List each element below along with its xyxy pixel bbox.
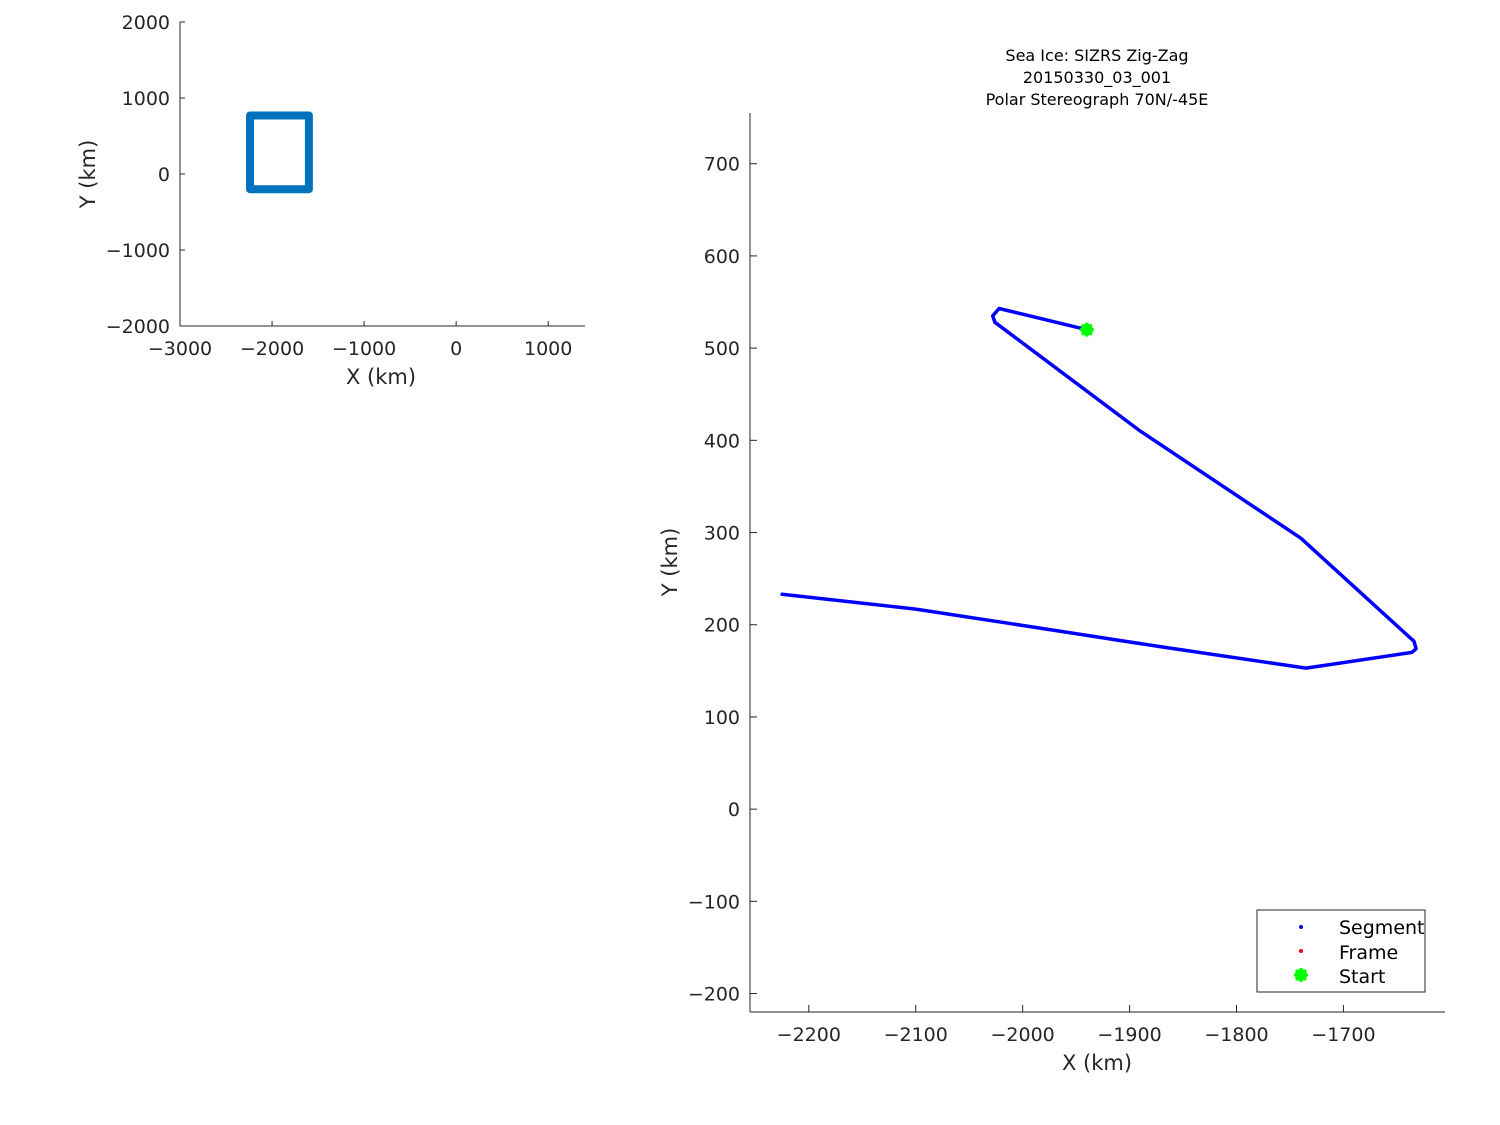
main-x-tick-label: −2200 <box>777 1024 841 1046</box>
main-x-tick-label: −2000 <box>991 1024 1055 1046</box>
overview-x-tick-label: 0 <box>450 338 462 360</box>
overview-x-label: X (km) <box>346 365 416 389</box>
main-data-layer <box>780 306 1418 670</box>
main-y-tick-label: 100 <box>704 707 740 729</box>
overview-x-tick-label: 1000 <box>524 338 572 360</box>
main-y-tick-label: −100 <box>688 891 740 913</box>
overview-y-tick-label: −1000 <box>106 240 170 262</box>
legend-start-marker <box>1294 968 1308 982</box>
overview-data-layer <box>246 111 313 194</box>
main-y-tick-label: 400 <box>704 430 740 452</box>
main-y-label: Y (km) <box>658 528 682 598</box>
start-marker <box>1079 322 1094 337</box>
main-y-tick-label: 600 <box>704 246 740 268</box>
overview-y-label: Y (km) <box>76 140 100 210</box>
legend: Segment Frame Start <box>1256 909 1426 993</box>
overview-x-tick-label: −2000 <box>240 338 304 360</box>
segment-line <box>780 306 1418 670</box>
overview-y-tick-label: 1000 <box>122 88 170 110</box>
legend-segment-marker <box>1299 925 1303 929</box>
main-y-tick-label: 300 <box>704 523 740 545</box>
overview-y-tick-label: 2000 <box>122 12 170 34</box>
main-title-line-2: 20150330_03_001 <box>1023 68 1171 88</box>
main-y-tick-label: −200 <box>688 984 740 1006</box>
legend-frame-marker <box>1299 949 1303 953</box>
legend-frame-label: Frame <box>1339 942 1398 964</box>
legend-segment-label: Segment <box>1339 917 1425 939</box>
legend-start-label: Start <box>1339 966 1385 988</box>
main-title-line-3: Polar Stereograph 70N/-45E <box>986 90 1209 109</box>
overview-y-tick-label: −2000 <box>106 316 170 338</box>
overview-x-tick-label: −3000 <box>148 338 212 360</box>
overview-axes: −3000 −2000 −1000 0 1000−2000−1000010002000 … <box>76 12 585 389</box>
main-title-line-1: Sea Ice: SIZRS Zig-Zag <box>1005 46 1188 65</box>
overview-track-line <box>246 111 313 194</box>
main-axes: Sea Ice: SIZRS Zig-Zag 20150330_03_001 P… <box>658 46 1445 1075</box>
main-y-tick-label: 500 <box>704 338 740 360</box>
main-x-label: X (km) <box>1062 1051 1132 1075</box>
main-x-tick-label: −1800 <box>1204 1024 1268 1046</box>
main-ticks: −2200 −2100 −2000 −1900 −1800 −1700 −200 −100 0 1… <box>688 154 1376 1046</box>
overview-x-tick-label: −1000 <box>332 338 396 360</box>
main-x-tick-label: −1900 <box>1097 1024 1161 1046</box>
overview-y-tick-label: 0 <box>158 164 170 186</box>
legend-box <box>1256 909 1426 993</box>
main-y-tick-label: 0 <box>728 799 740 821</box>
main-x-tick-label: −1700 <box>1311 1024 1375 1046</box>
main-y-tick-label: 700 <box>704 154 740 176</box>
main-y-tick-label: 200 <box>704 615 740 637</box>
main-x-tick-label: −2100 <box>884 1024 948 1046</box>
